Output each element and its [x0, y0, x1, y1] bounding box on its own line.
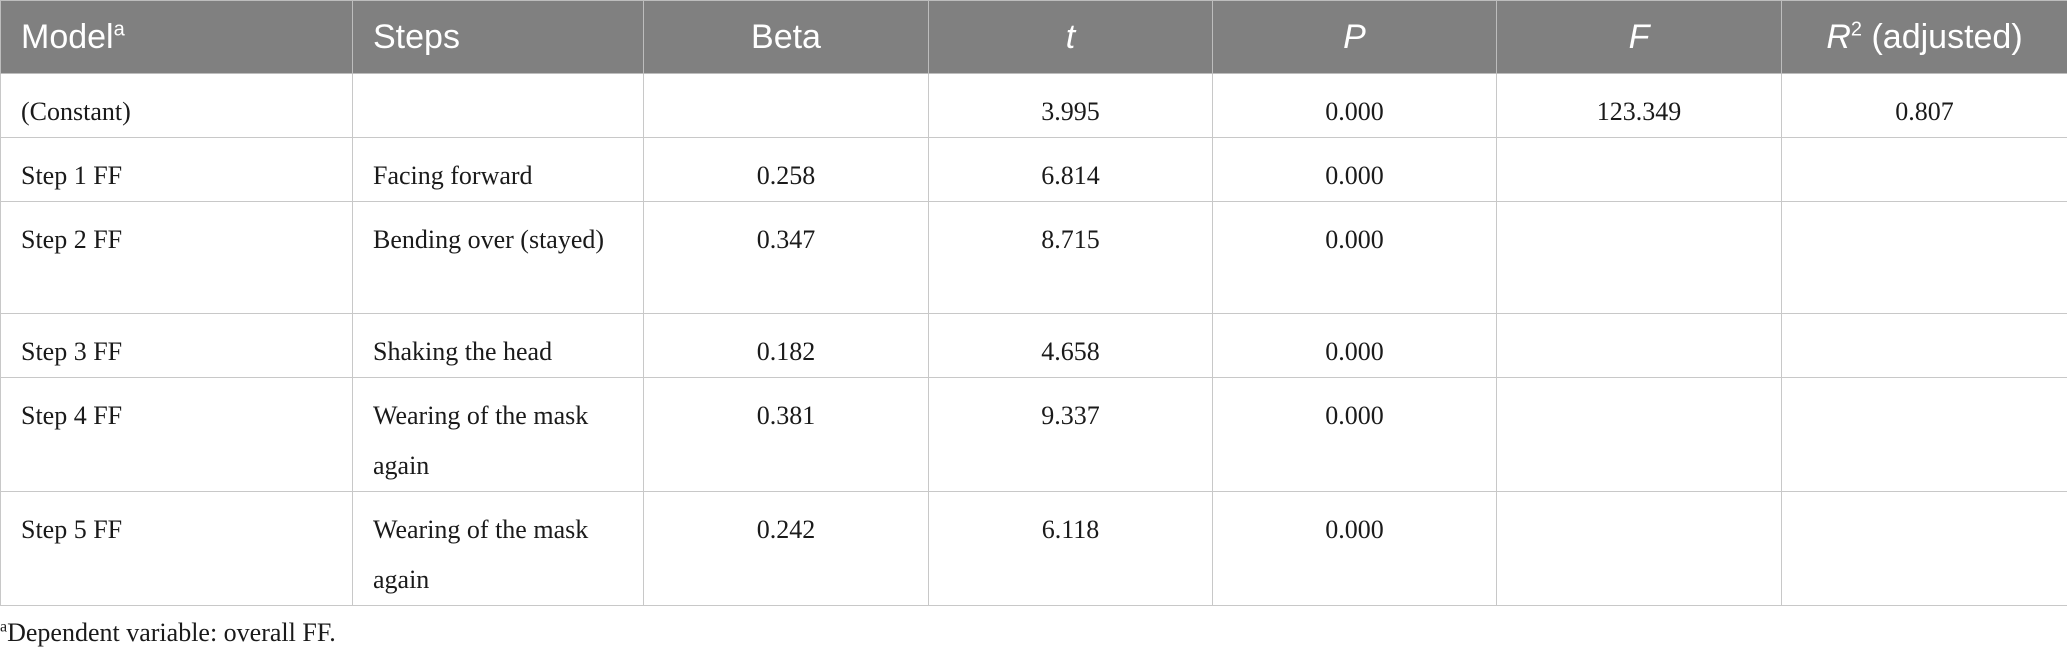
- cell-f: [1497, 202, 1782, 314]
- cell-steps: Wearing of the mask again: [353, 378, 644, 492]
- cell-r2: [1782, 314, 2067, 378]
- cell-f: [1497, 378, 1782, 492]
- cell-beta: 0.182: [644, 314, 929, 378]
- header-r2-label: (adjusted): [1862, 18, 2023, 56]
- cell-f: [1497, 138, 1782, 202]
- cell-steps: Bending over (stayed): [353, 202, 644, 314]
- cell-r2: [1782, 378, 2067, 492]
- cell-steps: Facing forward: [353, 138, 644, 202]
- cell-t: 9.337: [929, 378, 1213, 492]
- cell-r2: [1782, 202, 2067, 314]
- cell-t: 4.658: [929, 314, 1213, 378]
- header-model-superscript: a: [114, 18, 125, 40]
- header-p: P: [1213, 1, 1497, 74]
- cell-p: 0.000: [1213, 138, 1497, 202]
- cell-f: 123.349: [1497, 74, 1782, 138]
- cell-r2: [1782, 492, 2067, 606]
- cell-model: Step 3 FF: [1, 314, 353, 378]
- header-t: t: [929, 1, 1213, 74]
- cell-steps: Wearing of the mask again: [353, 492, 644, 606]
- header-f: F: [1497, 1, 1782, 74]
- cell-t: 6.814: [929, 138, 1213, 202]
- cell-t: 6.118: [929, 492, 1213, 606]
- header-r2-adjusted: R2 (adjusted): [1782, 1, 2067, 74]
- cell-p: 0.000: [1213, 492, 1497, 606]
- cell-f: [1497, 492, 1782, 606]
- cell-p: 0.000: [1213, 74, 1497, 138]
- regression-table: Modela Steps Beta t P F R2 (adjusted) (C…: [0, 0, 2067, 606]
- cell-model: Step 4 FF: [1, 378, 353, 492]
- cell-f: [1497, 314, 1782, 378]
- cell-beta: 0.258: [644, 138, 929, 202]
- cell-t: 8.715: [929, 202, 1213, 314]
- cell-t: 3.995: [929, 74, 1213, 138]
- cell-p: 0.000: [1213, 314, 1497, 378]
- cell-model: Step 5 FF: [1, 492, 353, 606]
- cell-beta: 0.242: [644, 492, 929, 606]
- header-model: Modela: [1, 1, 353, 74]
- cell-beta: [644, 74, 929, 138]
- cell-beta: 0.347: [644, 202, 929, 314]
- table-footnote: aDependent variable: overall FF.: [0, 606, 2067, 648]
- header-beta: Beta: [644, 1, 929, 74]
- cell-p: 0.000: [1213, 202, 1497, 314]
- cell-p: 0.000: [1213, 378, 1497, 492]
- cell-steps: Shaking the head: [353, 314, 644, 378]
- cell-r2: 0.807: [1782, 74, 2067, 138]
- cell-model: Step 1 FF: [1, 138, 353, 202]
- header-model-label: Model: [21, 18, 114, 56]
- header-steps: Steps: [353, 1, 644, 74]
- cell-beta: 0.381: [644, 378, 929, 492]
- cell-steps: [353, 74, 644, 138]
- table-header: Modela Steps Beta t P F R2 (adjusted): [1, 1, 2067, 74]
- header-r2-superscript: 2: [1851, 18, 1862, 40]
- cell-r2: [1782, 138, 2067, 202]
- cell-model: (Constant): [1, 74, 353, 138]
- cell-model: Step 2 FF: [1, 202, 353, 314]
- header-r2-symbol: R: [1826, 18, 1851, 56]
- header-row: Modela Steps Beta t P F R2 (adjusted): [1, 1, 2067, 74]
